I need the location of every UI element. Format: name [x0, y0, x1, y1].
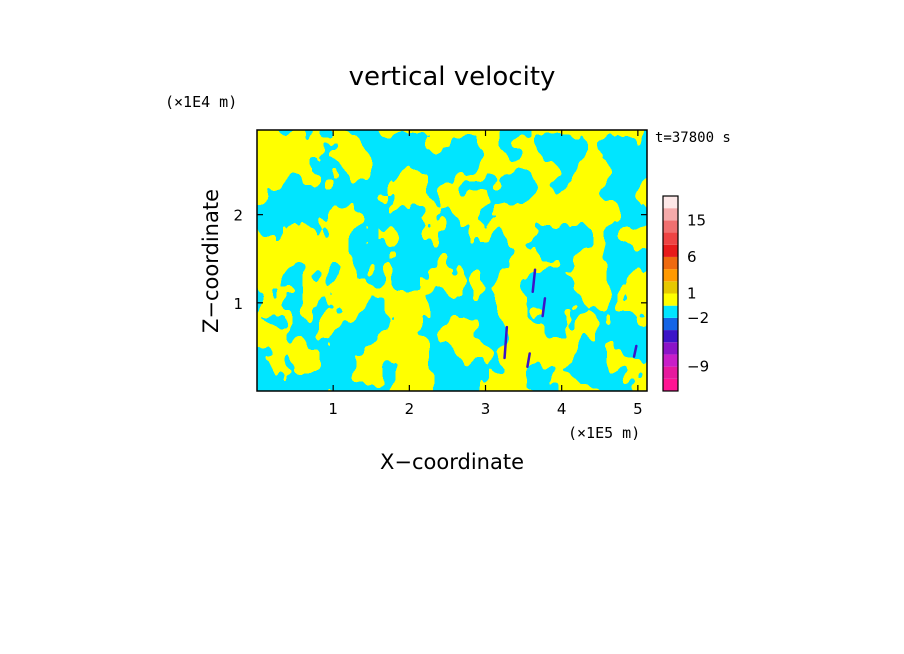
- downdraft-streak: [632, 344, 638, 358]
- colorbar-segment: [663, 208, 678, 221]
- colorbar-frame: [662, 195, 679, 392]
- colorbar-tick-label: 6: [687, 248, 697, 266]
- colorbar-segment: [663, 366, 678, 379]
- strong-downdraft-streaks: [503, 268, 638, 369]
- colorbar-tick-label: 1: [687, 285, 697, 303]
- y-unit-label: (×1E4 m): [165, 93, 237, 111]
- downdraft-streak: [503, 325, 509, 360]
- chart-title: vertical velocity: [349, 62, 556, 92]
- colorbar-segment: [663, 269, 678, 282]
- colorbar-segment: [663, 244, 678, 257]
- colorbar-segment: [663, 342, 678, 355]
- colorbar-segment: [663, 232, 678, 245]
- colorbar-segment: [663, 196, 678, 209]
- colorbar-segment: [663, 293, 678, 306]
- colorbar-ticks: 15 6 1 −2 −9: [687, 211, 709, 375]
- colorbar-tick-label: −9: [687, 358, 709, 376]
- plot-area: [256, 129, 648, 392]
- x-unit-label: (×1E5 m): [568, 424, 640, 442]
- colorbar-segment: [663, 330, 678, 343]
- colorbar-tick-label: −2: [687, 309, 709, 327]
- plot-frame: [256, 129, 648, 392]
- x-tick-label: 4: [557, 400, 567, 418]
- downdraft-streak: [531, 268, 537, 294]
- colorbar-segment: [663, 281, 678, 294]
- colorbar-tick-label: 15: [687, 211, 706, 229]
- field-updraft-pattern: [257, 130, 647, 391]
- x-tick-label: 2: [405, 400, 415, 418]
- colorbar-segment: [663, 256, 678, 270]
- x-tick-label: 5: [633, 400, 643, 418]
- colorbar-segment: [663, 317, 678, 331]
- x-tick-label: 1: [328, 400, 338, 418]
- y-axis-title: Z−coordinate: [199, 189, 223, 333]
- y-tick-label: 2: [233, 207, 243, 225]
- colorbar-segment: [663, 220, 678, 233]
- y-axis-ticks: 12: [233, 207, 647, 313]
- colorbar-segment: [663, 305, 678, 318]
- downdraft-streak: [541, 297, 547, 318]
- x-tick-label: 3: [481, 400, 491, 418]
- y-tick-label: 1: [233, 295, 243, 313]
- colorbar-segment: [663, 378, 678, 391]
- time-label: t=37800 s: [655, 130, 731, 146]
- x-axis-title: X−coordinate: [380, 450, 524, 474]
- colorbar-segment: [663, 354, 678, 367]
- downdraft-streak: [526, 352, 531, 369]
- x-axis-ticks: 1 2 3 4 5: [328, 130, 643, 418]
- colorbar: [662, 195, 679, 392]
